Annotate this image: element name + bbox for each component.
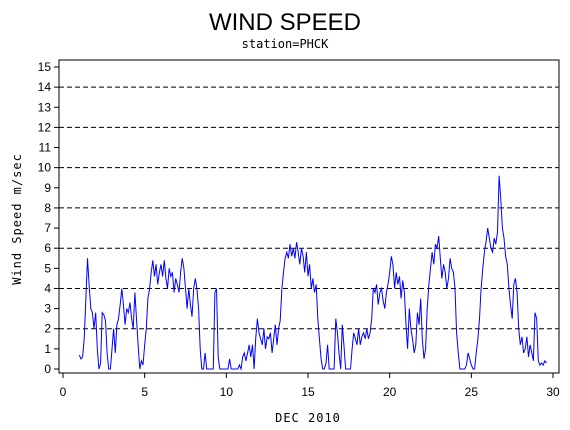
y-tick-label-5: 5 — [44, 261, 51, 275]
y-tick-label-2: 2 — [44, 322, 51, 336]
chart-title: WIND SPEED — [209, 9, 361, 36]
x-tick-label-30: 30 — [546, 385, 560, 399]
x-tick-label-5: 5 — [141, 385, 148, 399]
x-tick-label-15: 15 — [301, 385, 315, 399]
wind-speed-line — [78, 175, 547, 371]
y-tick-label-14: 14 — [38, 80, 52, 94]
plot-frame — [58, 59, 560, 374]
x-tick-label-10: 10 — [220, 385, 234, 399]
chart-subtitle: station=PHCK — [242, 37, 329, 51]
y-tick-label-11: 11 — [39, 141, 52, 155]
y-tick-label-13: 13 — [38, 100, 52, 114]
y-tick-label-6: 6 — [44, 241, 51, 255]
x-tick-label-0: 0 — [60, 385, 67, 399]
y-tick-label-3: 3 — [44, 302, 51, 316]
y-tick-label-1: 1 — [44, 342, 51, 356]
x-tick-label-20: 20 — [383, 385, 397, 399]
reference-lines — [59, 86, 559, 330]
x-tick-label-25: 25 — [465, 385, 479, 399]
y-tick-label-7: 7 — [44, 221, 51, 235]
y-tick-label-8: 8 — [44, 201, 51, 215]
y-tick-label-10: 10 — [38, 161, 52, 175]
x-axis-label: DEC 2010 — [275, 411, 341, 425]
series-group — [78, 175, 547, 371]
x-axis: 0 5 10 15 20 25 30 — [60, 373, 560, 399]
y-axis-label: Wind Speed m/sec — [10, 153, 24, 285]
y-tick-label-15: 15 — [38, 60, 52, 74]
y-tick-label-0: 0 — [44, 362, 51, 376]
y-tick-label-4: 4 — [44, 281, 51, 295]
y-tick-label-9: 9 — [44, 181, 51, 195]
y-tick-label-12: 12 — [38, 120, 52, 134]
